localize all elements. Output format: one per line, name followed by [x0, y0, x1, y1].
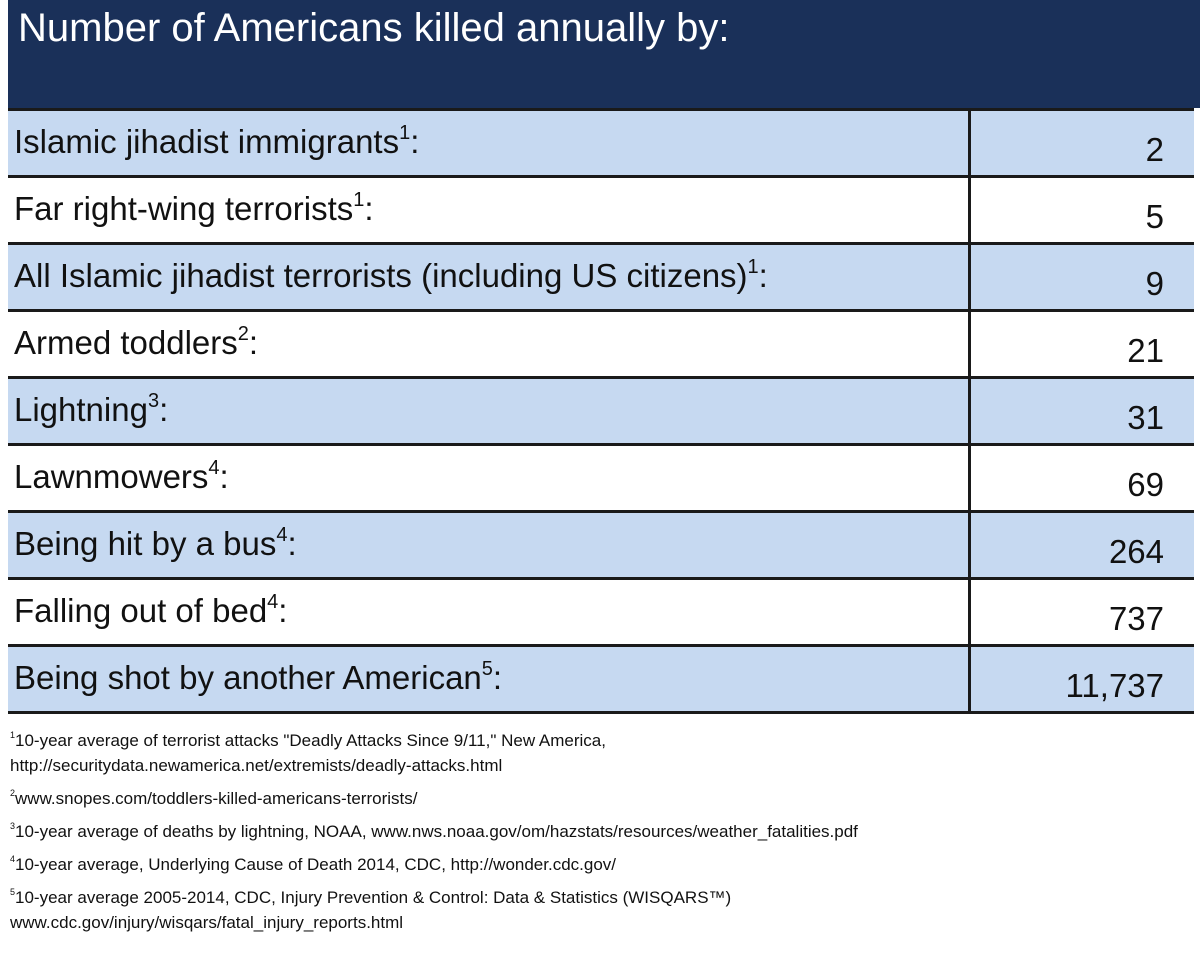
row-label: Being shot by another American5:: [14, 658, 503, 696]
column-divider: [968, 245, 971, 309]
row-value: 737: [1108, 600, 1164, 637]
row-label: Armed toddlers2:: [14, 323, 259, 361]
table-row: Being shot by another American5: 11,737: [8, 647, 1194, 714]
column-divider: [968, 513, 971, 577]
row-value: 11,737: [1065, 667, 1164, 704]
column-divider: [968, 178, 971, 242]
footnote-5: 510-year average 2005-2014, CDC, Injury …: [10, 887, 732, 908]
row-label: All Islamic jihadist terrorists (includi…: [14, 256, 768, 294]
row-label: Being hit by a bus4:: [14, 524, 297, 562]
column-divider: [968, 312, 971, 376]
row-value: 31: [1127, 399, 1164, 436]
footnote-1-link[interactable]: http://securitydata.newamerica.net/extre…: [10, 756, 503, 775]
footnotes: 110-year average of terrorist attacks "D…: [10, 728, 1190, 935]
row-value: 2: [1145, 131, 1164, 168]
footnote-5-link[interactable]: www.cdc.gov/injury/wisqars/fatal_injury_…: [10, 913, 404, 932]
column-divider: [968, 580, 971, 644]
row-label: Far right-wing terrorists1:: [14, 189, 374, 227]
table-row: Islamic jihadist immigrants1: 2: [8, 111, 1194, 178]
table-row: Falling out of bed4: 737: [8, 580, 1194, 647]
page-title: Number of Americans killed annually by:: [18, 6, 730, 50]
table-row: Far right-wing terrorists1: 5: [8, 178, 1194, 245]
row-label: Lightning3:: [14, 390, 169, 428]
column-divider: [968, 111, 971, 175]
footnote-2-link[interactable]: 2www.snopes.com/toddlers-killed-american…: [10, 788, 418, 809]
footnote-1: 110-year average of terrorist attacks "D…: [10, 730, 606, 751]
table-row: Lawnmowers4: 69: [8, 446, 1194, 513]
row-value: 5: [1145, 198, 1164, 235]
table-header: Number of Americans killed annually by:: [8, 0, 1200, 108]
data-table: Islamic jihadist immigrants1: 2 Far righ…: [8, 108, 1194, 714]
row-value: 9: [1145, 265, 1164, 302]
table-row: All Islamic jihadist terrorists (includi…: [8, 245, 1194, 312]
table-row: Being hit by a bus4: 264: [8, 513, 1194, 580]
column-divider: [968, 446, 971, 510]
row-label: Lawnmowers4:: [14, 457, 229, 495]
table-row: Armed toddlers2: 21: [8, 312, 1194, 379]
footnote-3: 310-year average of deaths by lightning,…: [10, 821, 858, 842]
row-value: 21: [1127, 332, 1164, 369]
column-divider: [968, 379, 971, 443]
row-value: 264: [1108, 533, 1164, 570]
footnote-4: 410-year average, Underlying Cause of De…: [10, 854, 617, 875]
row-label: Falling out of bed4:: [14, 591, 288, 629]
table-row: Lightning3: 31: [8, 379, 1194, 446]
column-divider: [968, 647, 971, 711]
row-value: 69: [1127, 466, 1164, 503]
row-label: Islamic jihadist immigrants1:: [14, 122, 420, 160]
